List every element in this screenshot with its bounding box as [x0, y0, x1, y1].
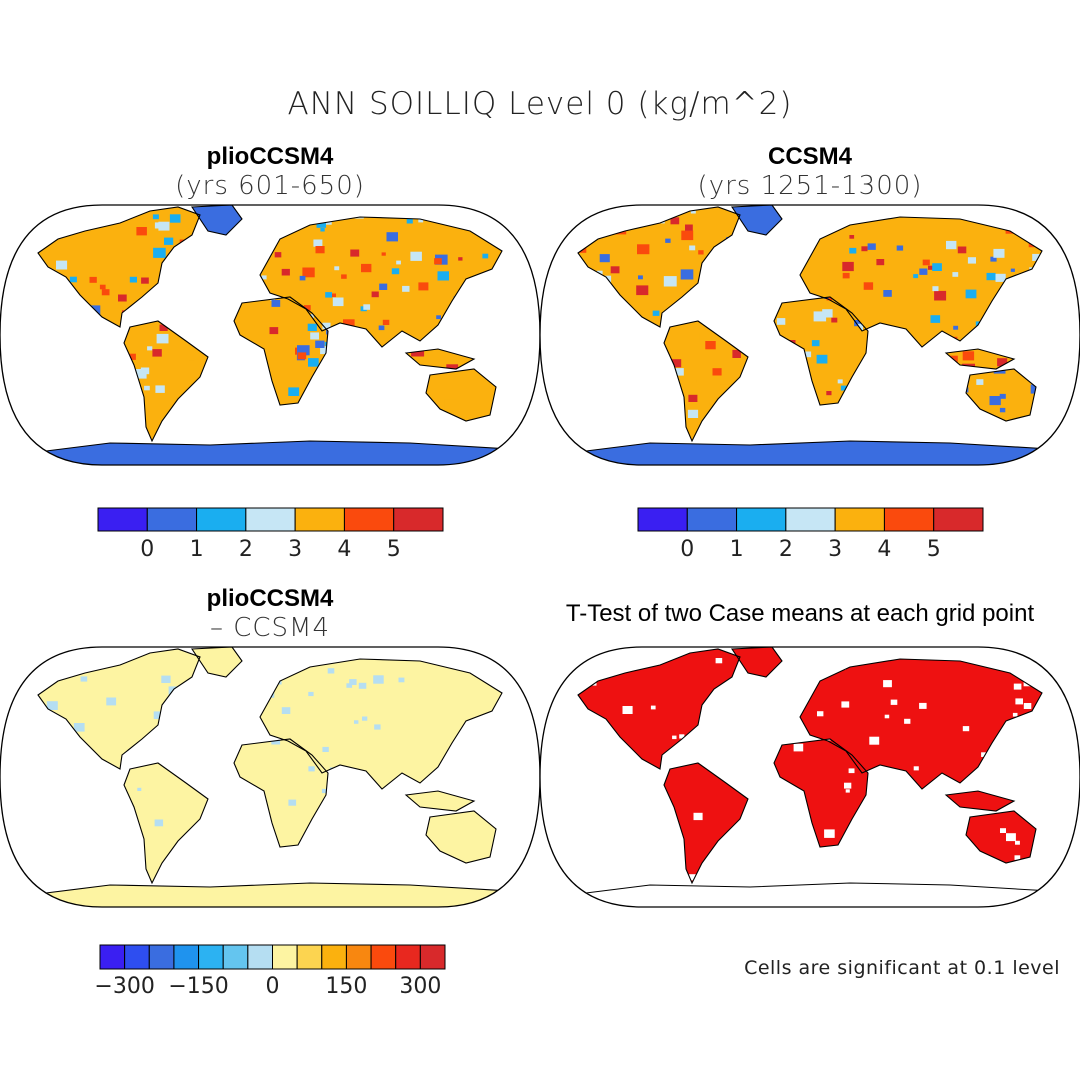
colorbar-absolute: 0 1 2 3 4 5	[637, 507, 984, 562]
colorbar-tick-label: −300	[94, 974, 154, 999]
colorbar-swatch	[294, 507, 345, 532]
panel-subtitle-plio: (yrs 601-650)	[175, 171, 365, 201]
land-australia	[426, 811, 496, 863]
map-panel-ttest	[539, 646, 1080, 908]
colorbar-tick-label: 2	[239, 537, 253, 562]
colorbar-swatch	[272, 944, 298, 970]
colorbar-swatch	[933, 507, 984, 532]
colorbar-tick-label: 4	[877, 537, 891, 562]
colorbar-swatch	[247, 944, 274, 970]
panel-title-plio: plioCCSM4	[206, 143, 334, 170]
map-border	[0, 646, 541, 908]
colorbar-tick-label: 0	[266, 974, 280, 999]
colorbar-swatch	[395, 944, 421, 970]
colorbar-swatch	[834, 507, 885, 532]
colorbar-tick-label: −150	[168, 974, 228, 999]
panel-title-ttest: T-Test of two Case means at each grid po…	[565, 600, 1035, 627]
colorbar-swatch	[148, 944, 175, 970]
colorbar-swatch	[345, 944, 372, 970]
land-antarctica	[0, 441, 540, 465]
land-indonesia	[406, 791, 474, 811]
colorbar-swatch	[393, 507, 444, 532]
land-eurasia	[800, 217, 1042, 347]
colorbar-tick-label: 150	[325, 974, 367, 999]
land-antarctica	[0, 883, 540, 907]
land-northAmerica	[578, 649, 740, 769]
colorbar-swatch	[124, 944, 150, 970]
land-africa	[234, 739, 328, 847]
colorbar-swatch	[785, 507, 836, 532]
colorbar-tick-label: 1	[190, 537, 204, 562]
land-greenland	[732, 205, 782, 235]
colorbar-tick-label: 3	[288, 537, 302, 562]
colorbar-swatch	[419, 944, 446, 970]
colorbar-swatch	[198, 944, 224, 970]
colorbar-swatch	[173, 944, 200, 970]
map-border	[539, 646, 1080, 908]
land-indonesia	[946, 791, 1014, 811]
colorbar-swatch	[637, 507, 688, 532]
panel-subtitle-diff: – CCSM4	[209, 613, 331, 643]
colorbar-swatch	[222, 944, 249, 970]
colorbar-swatch	[97, 507, 148, 532]
figure-title: ANN SOILLIQ Level 0 (kg/m^2)	[287, 86, 793, 122]
colorbar-difference: −300 −150 0 150 300	[94, 944, 446, 999]
colorbar-tick-label: 3	[828, 537, 842, 562]
colorbar-swatch	[736, 507, 787, 532]
colorbar-swatch	[343, 507, 395, 532]
colorbar-swatch	[99, 944, 126, 970]
map-panel-diff	[0, 646, 541, 908]
colorbar-swatch	[370, 944, 397, 970]
map-border	[539, 204, 1080, 466]
land-greenland	[192, 205, 242, 235]
colorbar-tick-label: 0	[680, 537, 694, 562]
map-panel-plio	[0, 204, 541, 466]
land-australia	[426, 369, 496, 421]
panel-subtitle-ccsm: (yrs 1251-1300)	[697, 171, 923, 201]
land-eurasia	[260, 659, 502, 789]
land-africa	[774, 297, 868, 405]
land-australia	[966, 811, 1036, 863]
land-northAmerica	[578, 207, 740, 327]
map-panel-ccsm	[539, 204, 1080, 466]
colorbar-swatch	[196, 507, 247, 532]
significance-footnote: Cells are significant at 0.1 level	[744, 957, 1060, 979]
colorbar-tick-label: 2	[779, 537, 793, 562]
colorbar-tick-label: 0	[140, 537, 154, 562]
colorbar-tick-label: 300	[399, 974, 441, 999]
colorbar-tick-label: 5	[387, 537, 401, 562]
land-africa	[774, 739, 868, 847]
land-greenland	[732, 647, 782, 677]
colorbar-swatch	[146, 507, 198, 532]
land-northAmerica	[38, 649, 200, 769]
map-border	[0, 204, 541, 466]
land-greenland	[192, 647, 242, 677]
panel-title-diff: plioCCSM4	[206, 585, 334, 612]
land-antarctica	[540, 883, 1080, 907]
land-africa	[234, 297, 328, 405]
colorbar-swatch	[686, 507, 738, 532]
colorbar-tick-label: 4	[337, 537, 351, 562]
colorbar-tick-label: 1	[730, 537, 744, 562]
colorbar-swatch	[321, 944, 347, 970]
colorbar-swatch	[296, 944, 323, 970]
colorbar-swatch	[245, 507, 296, 532]
panel-title-ccsm: CCSM4	[767, 143, 852, 170]
colorbar-absolute: 0 1 2 3 4 5	[97, 507, 444, 562]
colorbar-swatch	[883, 507, 935, 532]
land-northAmerica	[38, 207, 200, 327]
land-antarctica	[540, 441, 1080, 465]
colorbar-tick-label: 5	[927, 537, 941, 562]
